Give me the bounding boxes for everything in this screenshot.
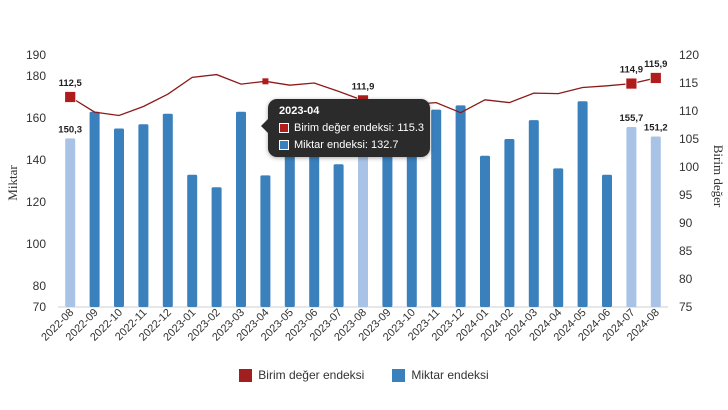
legend-miktar-label: Miktar endeksi <box>411 368 489 382</box>
left-tick-140: 140 <box>26 153 46 167</box>
tooltip-arrow <box>261 119 268 133</box>
miktar-label-2024-08: 151,2 <box>644 122 668 133</box>
left-tick-100: 100 <box>26 237 46 251</box>
birim-marker-2024-08 <box>649 72 662 84</box>
birim-label-2024-07: 114,9 <box>620 65 643 76</box>
tooltip-birim-text: Birim değer endeksi: 115.3 <box>294 122 425 134</box>
bar-2024-05[interactable] <box>577 101 588 307</box>
x-axis-ticks: 2022-082022-092022-102022-112022-122023-… <box>39 307 662 344</box>
miktar-label-2024-07: 155,7 <box>620 113 644 124</box>
tooltip: 2023-04 Birim değer endeksi: 115.3 Mikta… <box>261 99 430 157</box>
birim-label-2022-08: 112,5 <box>59 78 83 89</box>
left-axis-title: Miktar <box>5 165 20 201</box>
right-tick-85: 85 <box>679 244 693 258</box>
legend-miktar-swatch <box>392 368 406 382</box>
left-tick-80: 80 <box>33 279 47 293</box>
bar-2024-06[interactable] <box>602 174 612 307</box>
right-tick-90: 90 <box>679 216 693 230</box>
bar-2023-09[interactable] <box>382 115 393 308</box>
bar-2023-11[interactable] <box>431 109 442 307</box>
right-tick-120: 120 <box>679 48 699 62</box>
right-tick-115: 115 <box>679 76 698 90</box>
legend-item-birim[interactable]: Birim değer endeksi <box>239 368 364 382</box>
bar-2023-02[interactable] <box>211 187 222 307</box>
right-tick-110: 110 <box>679 104 698 118</box>
left-tick-160: 160 <box>26 111 46 125</box>
bar-2023-05[interactable] <box>284 141 295 307</box>
right-axis-ticks: 75 80 85 90 95 100 105 110 115 120 <box>679 48 699 314</box>
tooltip-row-miktar: Miktar endeksi: 132.7 <box>279 139 399 151</box>
bar-2022-09[interactable] <box>89 111 100 307</box>
bar-2022-08[interactable] <box>65 138 76 307</box>
left-tick-70: 70 <box>33 300 47 314</box>
bar-2024-04[interactable] <box>553 168 564 307</box>
tooltip-row-birim: Birim değer endeksi: 115.3 <box>279 122 424 134</box>
miktar-label-2022-08: 150,3 <box>58 124 82 135</box>
right-tick-75: 75 <box>679 300 693 314</box>
left-tick-190: 190 <box>26 48 46 62</box>
left-axis-ticks: 70 80 100 120 140 160 180 190 <box>26 48 46 314</box>
bar-2023-12[interactable] <box>455 105 466 308</box>
bar-2022-10[interactable] <box>114 128 124 308</box>
left-tick-120: 120 <box>26 195 46 209</box>
right-tick-105: 105 <box>679 132 699 146</box>
tooltip-title: 2023-04 <box>279 105 320 117</box>
birim-marker-2023-04 <box>262 78 269 85</box>
tooltip-birim-swatch <box>279 123 289 133</box>
right-tick-100: 100 <box>679 160 699 174</box>
legend-birim-label: Birim değer endeksi <box>258 368 365 382</box>
right-tick-95: 95 <box>679 188 693 202</box>
bar-2022-12[interactable] <box>162 113 173 307</box>
bar-2024-03[interactable] <box>528 120 539 307</box>
bar-2024-08[interactable] <box>650 136 661 307</box>
bar-2024-07[interactable] <box>626 127 637 307</box>
bar-2023-07[interactable] <box>333 164 344 307</box>
bar-2022-11[interactable] <box>138 124 149 307</box>
legend-item-miktar[interactable]: Miktar endeksi <box>392 368 489 382</box>
left-tick-180: 180 <box>26 69 46 83</box>
right-axis-title: Birim değer <box>711 145 726 208</box>
bar-2023-08[interactable] <box>358 132 368 307</box>
bar-2023-01[interactable] <box>187 174 198 307</box>
tooltip-miktar-swatch <box>279 140 289 150</box>
bar-2023-06[interactable] <box>309 149 320 308</box>
miktar-bars <box>65 101 661 308</box>
right-tick-80: 80 <box>679 272 693 286</box>
legend: Birim değer endeksi Miktar endeksi <box>0 368 728 382</box>
birim-marker-2024-07 <box>625 77 638 90</box>
legend-birim-swatch <box>239 368 253 382</box>
birim-marker-2022-08 <box>64 91 77 103</box>
bar-2023-10[interactable] <box>406 107 417 308</box>
bar-2024-02[interactable] <box>504 139 515 307</box>
birim-label-2024-08: 115,9 <box>644 59 667 70</box>
bar-2023-03[interactable] <box>236 111 246 307</box>
birim-label-2023-08: 111,9 <box>352 81 375 92</box>
bar-2023-04[interactable] <box>260 175 271 307</box>
tooltip-miktar-text: Miktar endeksi: 132.7 <box>294 139 399 151</box>
bar-2024-01[interactable] <box>480 155 490 307</box>
